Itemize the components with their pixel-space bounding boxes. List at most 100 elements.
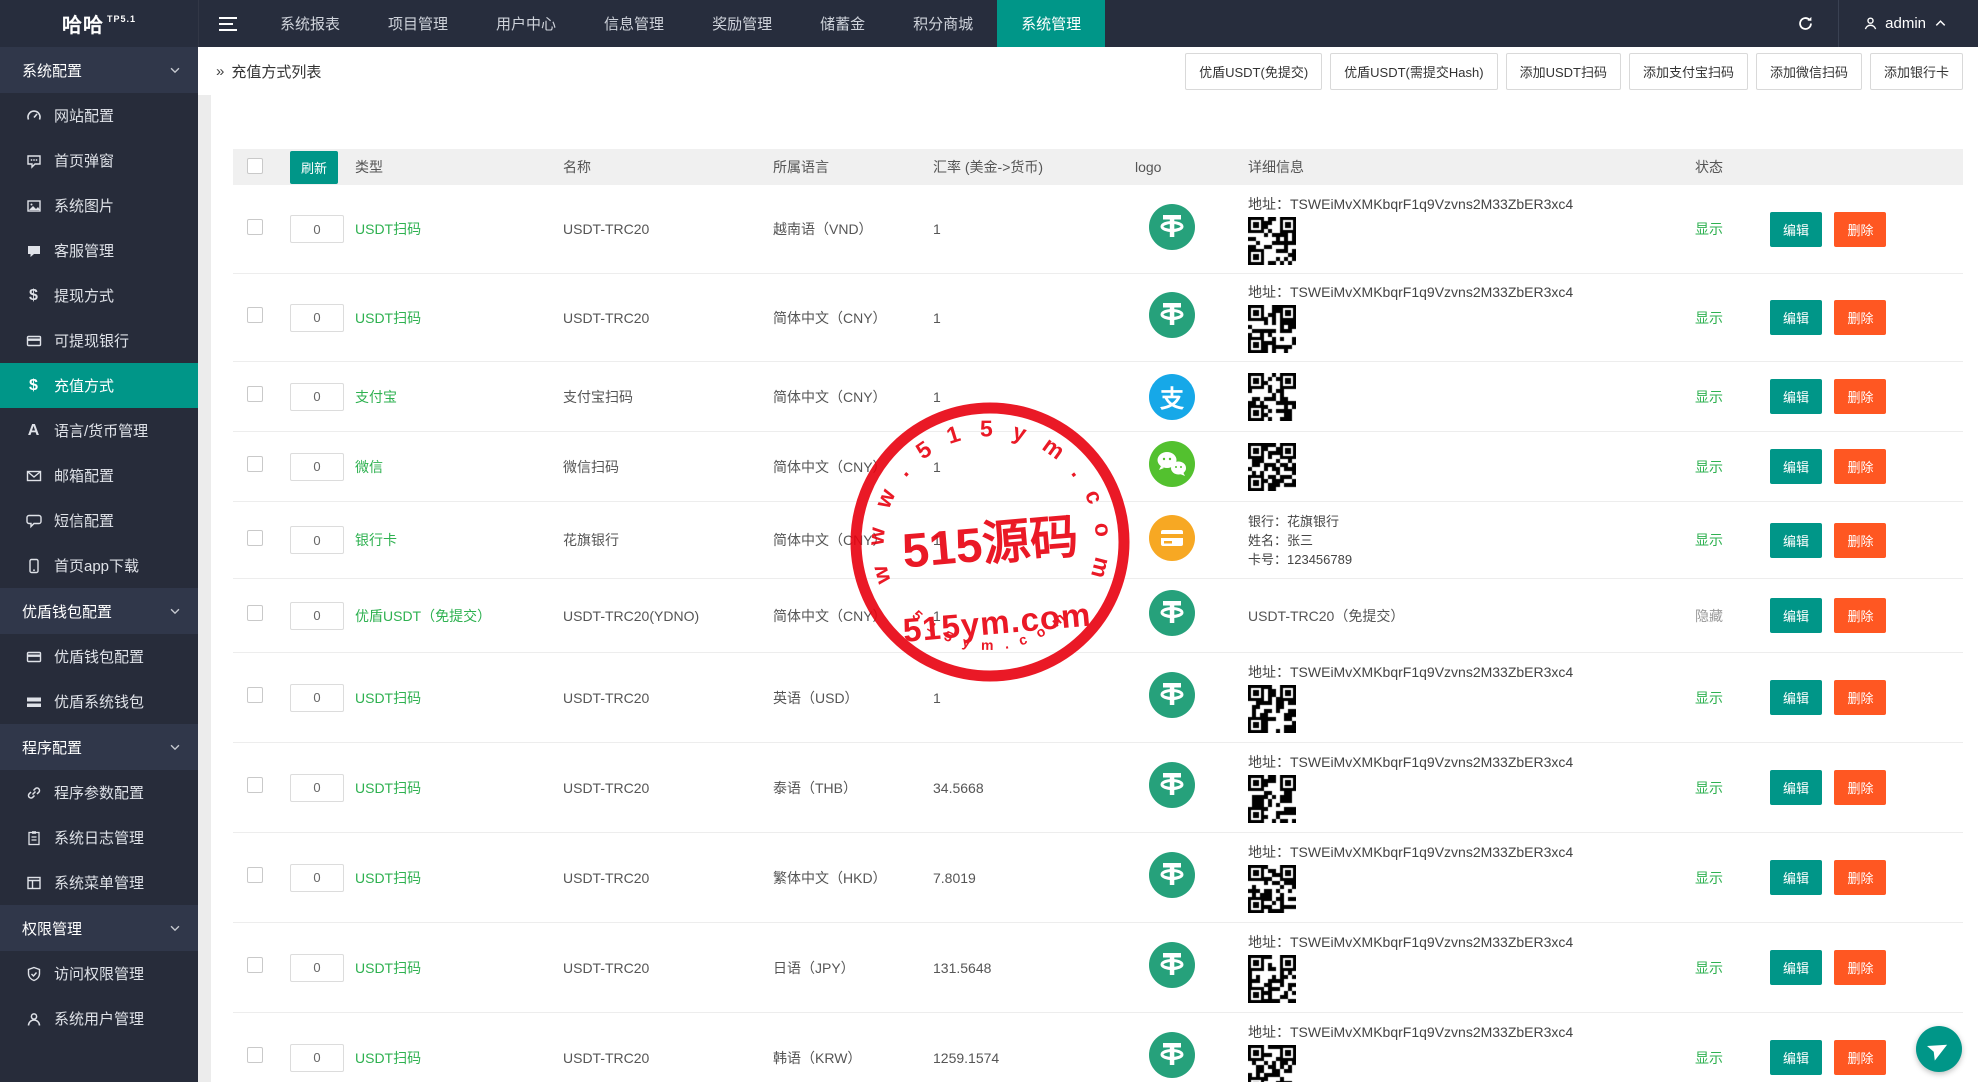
sidebar-item-11[interactable]: 短信配置 <box>0 498 198 543</box>
type-link[interactable]: USDT扫码 <box>355 689 422 706</box>
toolbar-button-3[interactable]: 添加USDT扫码 <box>1505 52 1621 90</box>
sort-input[interactable] <box>290 1043 344 1072</box>
sidebar-item-19[interactable]: 系统菜单管理 <box>0 860 198 905</box>
sidebar-item-7[interactable]: 可提现银行 <box>0 318 198 363</box>
menu-toggle-icon[interactable] <box>198 0 256 47</box>
row-checkbox[interactable] <box>247 605 263 621</box>
sort-input[interactable] <box>290 863 344 892</box>
sort-input[interactable] <box>290 303 344 332</box>
type-link[interactable]: 微信 <box>355 458 383 475</box>
edit-button[interactable]: 编辑 <box>1770 598 1823 633</box>
type-link[interactable]: 银行卡 <box>355 532 397 548</box>
sidebar-section-1[interactable]: 系统配置 <box>0 47 198 93</box>
type-link[interactable]: USDT扫码 <box>355 959 422 976</box>
row-checkbox[interactable] <box>247 307 263 323</box>
scrollbar-track[interactable] <box>198 95 211 1082</box>
edit-button[interactable]: 编辑 <box>1770 680 1823 715</box>
status-toggle[interactable]: 显示 <box>1695 869 1723 886</box>
status-toggle[interactable]: 显示 <box>1695 388 1723 405</box>
row-checkbox[interactable] <box>247 456 263 472</box>
select-all-checkbox[interactable] <box>247 157 263 174</box>
sidebar-section-16[interactable]: 程序配置 <box>0 724 198 770</box>
sidebar-item-6[interactable]: $ 提现方式 <box>0 273 198 318</box>
row-checkbox[interactable] <box>247 777 263 793</box>
sidebar-item-10[interactable]: 邮箱配置 <box>0 453 198 498</box>
edit-button[interactable]: 编辑 <box>1770 1040 1823 1075</box>
status-toggle[interactable]: 显示 <box>1695 532 1723 548</box>
sort-input[interactable] <box>290 953 344 982</box>
row-checkbox[interactable] <box>247 867 263 883</box>
delete-button[interactable]: 删除 <box>1834 1040 1887 1075</box>
sort-input[interactable] <box>290 215 344 243</box>
sidebar-item-12[interactable]: 首页app下载 <box>0 543 198 588</box>
sidebar-section-13[interactable]: 优盾钱包配置 <box>0 588 198 634</box>
type-link[interactable]: USDT扫码 <box>355 869 422 886</box>
sidebar-item-21[interactable]: 访问权限管理 <box>0 951 198 996</box>
edit-button[interactable]: 编辑 <box>1770 300 1823 335</box>
sidebar-item-17[interactable]: 程序参数配置 <box>0 770 198 815</box>
top-nav-item-2[interactable]: 项目管理 <box>388 16 449 33</box>
row-checkbox[interactable] <box>247 1047 263 1063</box>
sidebar-item-18[interactable]: 系统日志管理 <box>0 815 198 860</box>
refresh-button[interactable]: 刷新 <box>290 150 339 184</box>
status-toggle[interactable]: 显示 <box>1695 309 1723 326</box>
type-link[interactable]: USDT扫码 <box>355 1049 422 1066</box>
sidebar-item-15[interactable]: 优盾系统钱包 <box>0 679 198 724</box>
type-link[interactable]: USDT扫码 <box>355 779 422 796</box>
sort-input[interactable] <box>290 683 344 712</box>
sidebar-item-4[interactable]: 系统图片 <box>0 183 198 228</box>
type-link[interactable]: USDT扫码 <box>355 221 422 237</box>
status-toggle[interactable]: 显示 <box>1695 689 1723 706</box>
status-toggle[interactable]: 隐藏 <box>1695 607 1723 624</box>
delete-button[interactable]: 删除 <box>1834 860 1887 895</box>
row-checkbox[interactable] <box>247 529 263 546</box>
toolbar-button-4[interactable]: 添加支付宝扫码 <box>1628 52 1748 90</box>
sidebar-section-20[interactable]: 权限管理 <box>0 905 198 951</box>
edit-button[interactable]: 编辑 <box>1770 860 1823 895</box>
type-link[interactable]: USDT扫码 <box>355 309 422 326</box>
toolbar-button-2[interactable]: 优盾USDT(需提交Hash) <box>1330 52 1498 90</box>
sort-input[interactable] <box>290 382 344 411</box>
row-checkbox[interactable] <box>247 386 263 402</box>
toolbar-button-6[interactable]: 添加银行卡 <box>1869 52 1963 90</box>
top-nav-item-7[interactable]: 积分商城 <box>913 16 974 33</box>
sidebar-item-5[interactable]: 客服管理 <box>0 228 198 273</box>
top-nav-item-6[interactable]: 储蓄金 <box>820 16 866 33</box>
top-nav-item-4[interactable]: 信息管理 <box>604 16 665 33</box>
refresh-icon[interactable] <box>1772 0 1838 47</box>
sidebar-item-8[interactable]: $ 充值方式 <box>0 363 198 408</box>
status-toggle[interactable]: 显示 <box>1695 779 1723 796</box>
delete-button[interactable]: 删除 <box>1834 598 1887 633</box>
status-toggle[interactable]: 显示 <box>1695 959 1723 976</box>
admin-menu[interactable]: admin <box>1839 0 1978 47</box>
edit-button[interactable]: 编辑 <box>1770 379 1823 414</box>
status-toggle[interactable]: 显示 <box>1695 1049 1723 1066</box>
row-checkbox[interactable] <box>247 957 263 973</box>
sidebar-item-9[interactable]: A 语言/货币管理 <box>0 408 198 453</box>
sort-input[interactable] <box>290 601 344 630</box>
top-nav-item-5[interactable]: 奖励管理 <box>712 16 773 33</box>
type-link[interactable]: 优盾USDT（免提交） <box>355 607 492 624</box>
delete-button[interactable]: 删除 <box>1834 379 1887 414</box>
sort-input[interactable] <box>290 526 344 554</box>
sidebar-item-3[interactable]: 首页弹窗 <box>0 138 198 183</box>
top-nav-item-1[interactable]: 系统报表 <box>280 16 341 33</box>
top-nav-item-3[interactable]: 用户中心 <box>496 16 557 33</box>
row-checkbox[interactable] <box>247 218 263 235</box>
sort-input[interactable] <box>290 773 344 802</box>
delete-button[interactable]: 删除 <box>1834 300 1887 335</box>
top-nav-item-8[interactable]: 系统管理 <box>997 0 1106 47</box>
edit-button[interactable]: 编辑 <box>1770 449 1823 484</box>
edit-button[interactable]: 编辑 <box>1770 950 1823 985</box>
edit-button[interactable]: 编辑 <box>1770 522 1823 558</box>
row-checkbox[interactable] <box>247 687 263 703</box>
delete-button[interactable]: 删除 <box>1834 211 1887 247</box>
delete-button[interactable]: 删除 <box>1834 770 1887 805</box>
toolbar-button-1[interactable]: 优盾USDT(免提交) <box>1185 52 1323 90</box>
type-link[interactable]: 支付宝 <box>355 388 397 405</box>
floating-action-button[interactable] <box>1916 1026 1962 1072</box>
sidebar-item-2[interactable]: 网站配置 <box>0 93 198 138</box>
delete-button[interactable]: 删除 <box>1834 522 1887 558</box>
edit-button[interactable]: 编辑 <box>1770 211 1823 247</box>
toolbar-button-5[interactable]: 添加微信扫码 <box>1755 52 1862 90</box>
